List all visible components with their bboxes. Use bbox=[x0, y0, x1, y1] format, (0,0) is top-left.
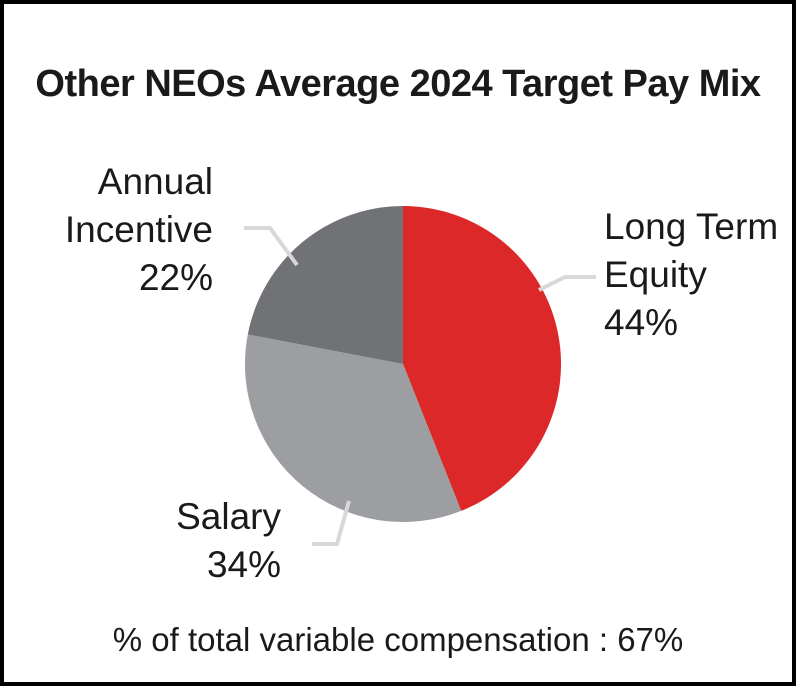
footnote-total-variable-compensation: % of total variable compensation : 67% bbox=[112, 621, 684, 658]
label-salary-line1: Salary bbox=[176, 496, 281, 537]
label-long-term-equity: Long Term Equity 44% bbox=[604, 203, 778, 347]
pie-slice-annual-incentive bbox=[247, 206, 403, 364]
label-annual-incentive: Annual Incentive 22% bbox=[65, 158, 213, 302]
leader-line-annual-incentive bbox=[244, 226, 299, 267]
leader-line-salary bbox=[312, 500, 351, 546]
label-long-term-equity-line2: Equity bbox=[604, 254, 707, 295]
label-annual-incentive-line2: Incentive bbox=[64, 209, 213, 250]
pie-chart bbox=[244, 206, 596, 546]
label-salary-pct: 34% bbox=[206, 544, 281, 585]
pie-slice-salary bbox=[245, 334, 462, 523]
pie-slice-long-term-equity bbox=[403, 206, 562, 511]
label-long-term-equity-pct: 44% bbox=[604, 302, 679, 343]
label-salary: Salary 34% bbox=[176, 493, 281, 589]
chart-title: Other NEOs Average 2024 Target Pay Mix bbox=[35, 63, 761, 105]
leader-line-long-term-equity bbox=[538, 275, 596, 292]
label-annual-incentive-pct: 22% bbox=[138, 257, 213, 298]
label-annual-incentive-line1: Annual bbox=[97, 161, 213, 202]
label-long-term-equity-line1: Long Term bbox=[604, 206, 779, 247]
